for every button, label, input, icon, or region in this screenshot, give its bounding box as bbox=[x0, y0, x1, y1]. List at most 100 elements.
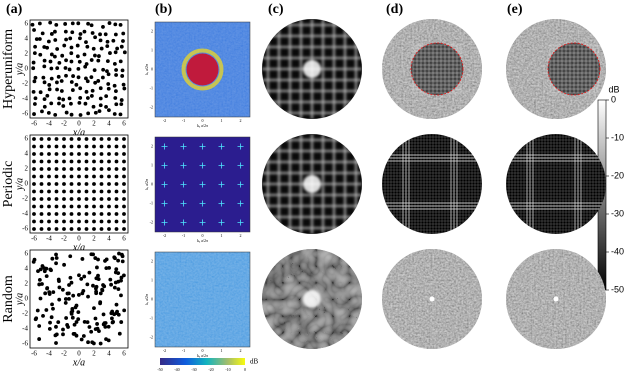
colorbar-tick-label: -30 bbox=[611, 208, 624, 218]
gap-outline bbox=[410, 42, 464, 96]
point bbox=[77, 174, 81, 179]
point bbox=[86, 21, 90, 26]
point bbox=[122, 174, 126, 179]
x-tick-label: 0 bbox=[77, 120, 81, 128]
center-spot bbox=[553, 296, 559, 302]
point bbox=[103, 32, 108, 37]
point bbox=[63, 66, 68, 70]
point bbox=[105, 59, 110, 64]
point bbox=[62, 212, 66, 216]
point bbox=[69, 152, 74, 156]
point bbox=[83, 101, 88, 106]
point bbox=[67, 96, 72, 101]
point bbox=[63, 22, 68, 26]
bragg-peak bbox=[180, 143, 187, 150]
y-tick-label: 0 bbox=[151, 296, 153, 301]
point bbox=[47, 227, 51, 231]
point bbox=[77, 212, 81, 216]
point bbox=[41, 313, 45, 318]
center-glow bbox=[303, 175, 321, 193]
image-e bbox=[506, 134, 606, 234]
point bbox=[69, 204, 74, 209]
point bbox=[107, 182, 111, 186]
point bbox=[62, 182, 66, 186]
point bbox=[53, 113, 58, 117]
y-tick-label: 6 bbox=[25, 20, 29, 28]
point bbox=[92, 137, 96, 141]
grid-pattern bbox=[506, 134, 606, 234]
point bbox=[64, 110, 69, 115]
point bbox=[54, 197, 59, 201]
point bbox=[67, 67, 72, 72]
point bbox=[121, 82, 126, 87]
point bbox=[93, 316, 98, 321]
point bbox=[107, 189, 111, 194]
y-tick-label: -4 bbox=[22, 325, 28, 333]
point bbox=[47, 182, 51, 186]
point bbox=[119, 102, 124, 107]
point bbox=[108, 51, 112, 55]
bragg-peak bbox=[218, 219, 225, 226]
point bbox=[99, 174, 104, 179]
point bbox=[54, 341, 58, 345]
point bbox=[32, 189, 36, 194]
point bbox=[114, 68, 118, 72]
point bbox=[45, 93, 50, 98]
spectrum-colorbar bbox=[160, 358, 245, 365]
point bbox=[112, 83, 117, 88]
point bbox=[77, 167, 81, 171]
panel-label: (d) bbox=[386, 2, 403, 17]
point bbox=[117, 331, 122, 336]
point bbox=[38, 296, 43, 301]
point bbox=[54, 204, 59, 209]
y-axis-label: kᵧ a/2π bbox=[144, 179, 150, 190]
bragg-peak bbox=[199, 143, 206, 150]
y-tick-label: 1 bbox=[151, 162, 153, 167]
point bbox=[41, 75, 46, 80]
point bbox=[114, 267, 119, 272]
point bbox=[66, 325, 70, 329]
point bbox=[54, 174, 59, 179]
point bbox=[34, 37, 39, 42]
y-tick-label: 2 bbox=[151, 28, 153, 33]
point bbox=[95, 326, 100, 331]
point bbox=[85, 96, 90, 100]
point bbox=[92, 152, 96, 156]
point bbox=[96, 273, 100, 278]
bragg-peak bbox=[199, 162, 206, 169]
image-bg bbox=[382, 134, 482, 234]
y-tick-label: -2 bbox=[22, 195, 28, 203]
point bbox=[49, 315, 54, 320]
point bbox=[32, 167, 36, 171]
panel-label: (b) bbox=[155, 2, 172, 17]
point bbox=[32, 112, 36, 116]
point bbox=[100, 75, 105, 80]
point bbox=[99, 189, 104, 194]
point bbox=[118, 22, 123, 27]
point bbox=[122, 144, 126, 149]
point bbox=[114, 89, 118, 94]
bragg-peak bbox=[218, 162, 225, 169]
point bbox=[114, 167, 119, 171]
point bbox=[32, 51, 37, 56]
x-tick-label: 2 bbox=[240, 348, 242, 353]
point bbox=[84, 89, 89, 94]
point bbox=[56, 320, 61, 325]
point bbox=[112, 62, 117, 66]
point bbox=[69, 189, 74, 194]
x-axis-label: kₓ a/2π bbox=[197, 123, 208, 128]
point bbox=[52, 54, 57, 59]
point bbox=[54, 152, 59, 156]
point bbox=[35, 308, 40, 313]
spectrum-colorbar-tick: -30 bbox=[191, 367, 196, 372]
x-tick-label: 2 bbox=[92, 120, 96, 128]
point bbox=[71, 332, 76, 336]
point bbox=[69, 80, 74, 84]
point bbox=[39, 227, 44, 231]
point bbox=[79, 337, 84, 342]
point bbox=[61, 332, 65, 337]
point bbox=[32, 152, 36, 156]
point bbox=[62, 197, 66, 201]
point bbox=[114, 227, 119, 231]
